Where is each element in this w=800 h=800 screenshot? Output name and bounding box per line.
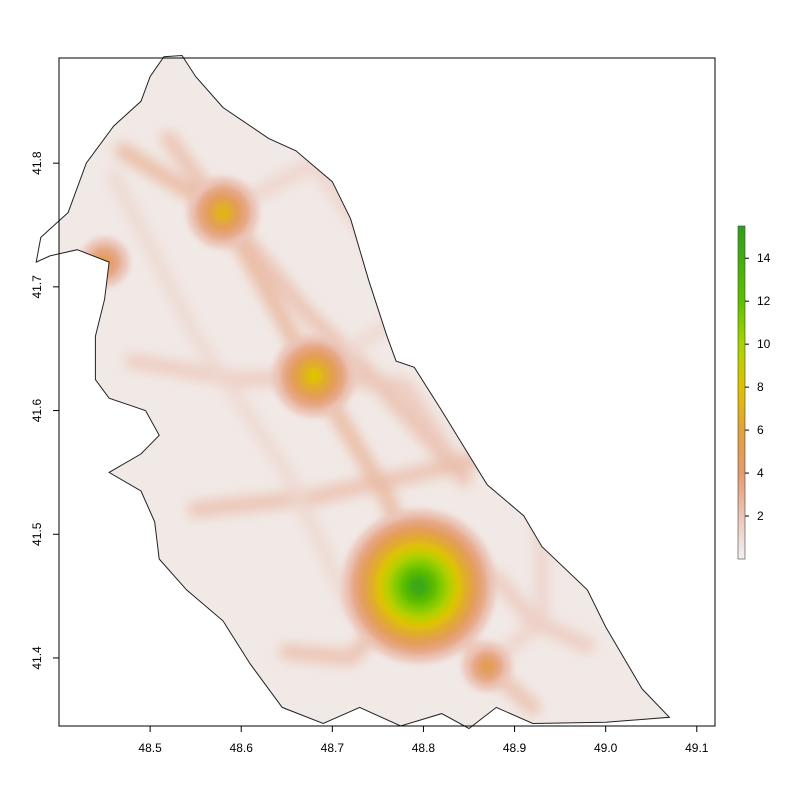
- heat-hotspot-level: [214, 204, 232, 221]
- colorbar-tick-label: 12: [757, 294, 771, 308]
- heat-hotspot-level: [79, 237, 130, 287]
- x-tick-label: 48.6: [230, 741, 254, 755]
- y-tick-label: 41.4: [30, 646, 44, 670]
- colorbar-ticks: 2 4 6 8 10 12 14: [745, 251, 771, 523]
- y-axis: 41.4 41.5 41.6 41.7 41.8: [30, 151, 60, 670]
- heat-hotspot-level: [305, 367, 323, 385]
- x-tick-label: 49.0: [594, 741, 618, 755]
- colorbar-tick-label: 4: [757, 466, 764, 480]
- x-tick-label: 48.9: [503, 741, 527, 755]
- x-tick-label: 49.1: [685, 741, 709, 755]
- heat-layer: [59, 58, 670, 726]
- x-tick-label: 48.8: [412, 741, 436, 755]
- region-outline: [35, 54, 671, 730]
- y-tick-label: 41.7: [30, 275, 44, 299]
- heat-hotspot-level: [96, 253, 113, 271]
- x-tick-label: 48.7: [321, 741, 345, 755]
- y-tick-label: 41.6: [30, 399, 44, 423]
- heat-hotspot-level: [88, 245, 122, 279]
- heat-hotspot-level: [410, 577, 428, 595]
- x-axis: 48.5 48.6 48.7 48.8 48.9 49.0 49.1: [138, 725, 709, 755]
- hotspot-group: [79, 176, 512, 692]
- y-tick-label: 41.8: [30, 151, 44, 175]
- heat-hotspot-level: [478, 658, 496, 675]
- y-tick-label: 41.5: [30, 522, 44, 546]
- colorbar-bar: [737, 225, 746, 560]
- colorbar-tick-label: 14: [757, 251, 771, 265]
- colorbar-tick-label: 10: [757, 337, 771, 351]
- colorbar-tick-label: 2: [757, 509, 764, 523]
- colorbar-tick-label: 6: [757, 423, 764, 437]
- colorbar-tick-label: 8: [757, 380, 764, 394]
- heat-corridor: [105, 167, 359, 617]
- x-tick-label: 48.5: [138, 741, 162, 755]
- colorbar: 2 4 6 8 10 12 14: [737, 225, 771, 560]
